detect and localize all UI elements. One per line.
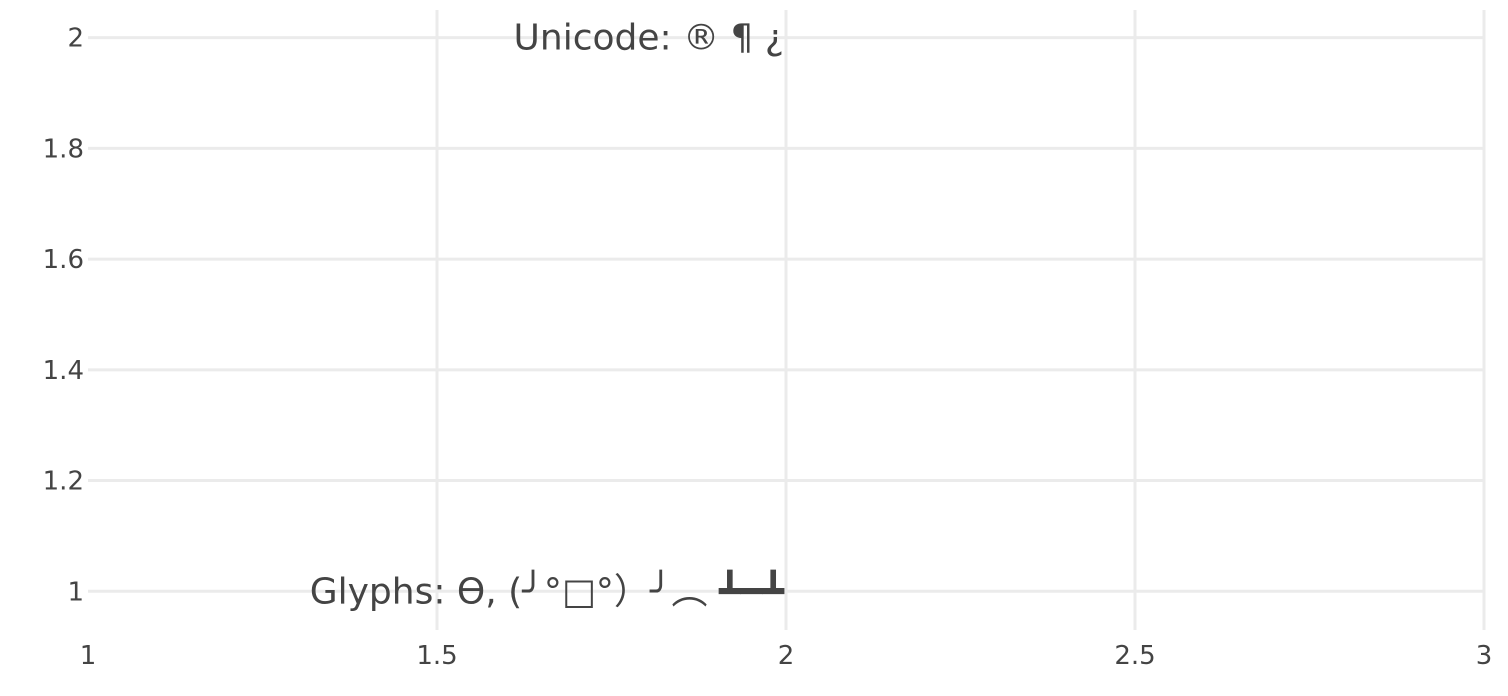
y-tick-label: 1 [67,577,84,607]
text-annotation: Unicode: ® ¶ ¿ [514,18,784,59]
grid [88,10,1486,630]
x-tick-label: 2.5 [1114,641,1155,671]
text-annotation: Glyphs: Ɵ, (╯°□°）╯︵ ┻━┻ [310,569,786,612]
x-tick-label: 1 [80,641,97,671]
x-tick-label: 1.5 [416,641,457,671]
y-tick-label: 1.4 [43,356,84,386]
axis-ticks: 1 1.5 2 2.5 3 1 1.2 1.4 1.6 1.8 2 [43,24,1493,671]
y-tick-label: 1.6 [43,245,84,275]
y-tick-label: 1.8 [43,134,84,164]
y-tick-label: 2 [67,24,84,54]
y-tick-label: 1.2 [43,467,84,497]
x-tick-label: 3 [1476,641,1493,671]
annotations: Unicode: ® ¶ ¿ Glyphs: Ɵ, (╯°□°）╯︵ ┻━┻ [310,18,786,613]
x-tick-label: 2 [778,641,795,671]
